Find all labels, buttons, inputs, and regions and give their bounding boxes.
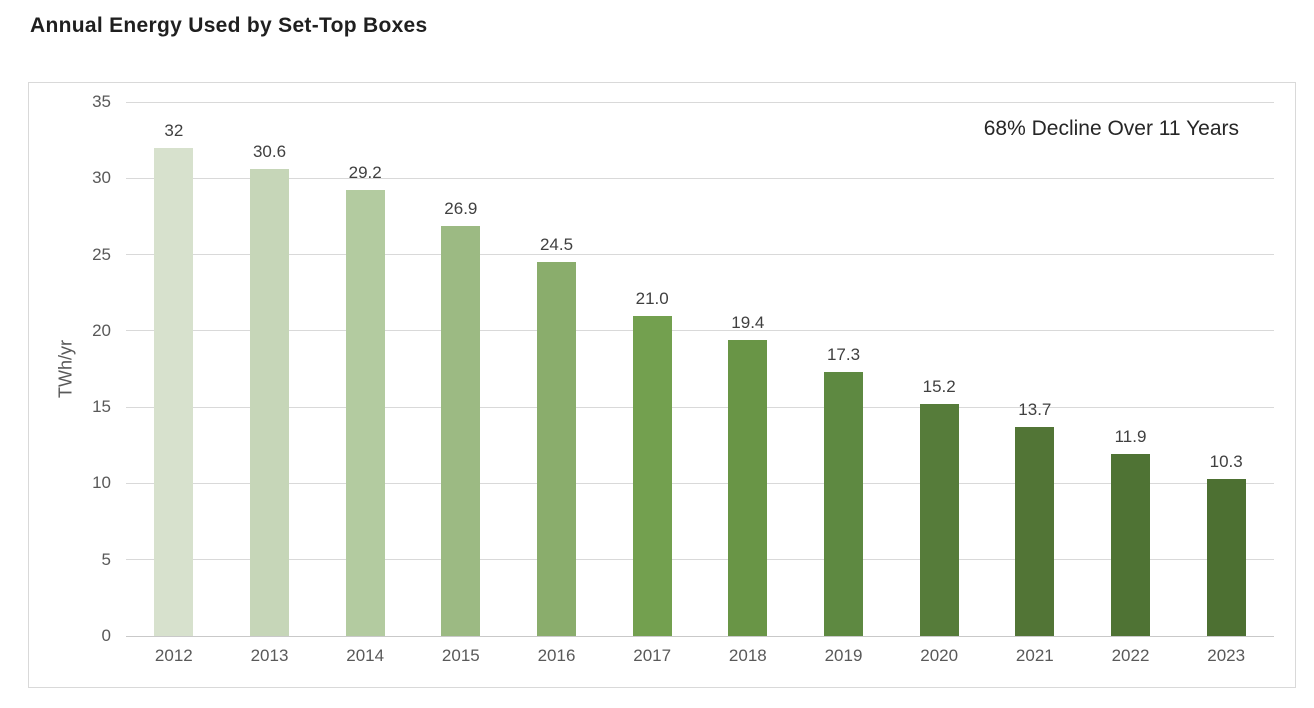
gridline xyxy=(126,559,1274,561)
bar-2016 xyxy=(537,262,576,636)
bar-2012 xyxy=(154,147,194,636)
bar-2021 xyxy=(1015,426,1055,636)
gridline xyxy=(126,406,1274,408)
x-axis-line xyxy=(126,635,1274,637)
x-tick-label: 2023 xyxy=(1207,646,1246,665)
gridline xyxy=(126,177,1274,179)
bar-2014 xyxy=(345,190,385,636)
bar-value-label: 30.6 xyxy=(252,142,287,162)
bar-2020 xyxy=(919,404,959,636)
x-tick-label: 2016 xyxy=(537,646,576,665)
bar-value-label: 19.4 xyxy=(731,313,765,332)
y-tick-label: 25 xyxy=(92,244,111,264)
annotation-text: 68% Decline Over 11 Years xyxy=(983,117,1239,140)
x-tick-label: 2012 xyxy=(154,646,193,665)
bar-2019 xyxy=(824,372,863,636)
bar-2017 xyxy=(632,315,672,636)
x-tick-label: 2020 xyxy=(920,646,959,665)
chart-title: Annual Energy Used by Set-Top Boxes xyxy=(30,14,428,37)
gridline xyxy=(126,101,1274,103)
x-tick-label: 2017 xyxy=(633,646,672,665)
gridline xyxy=(126,482,1274,484)
x-tick-label: 2019 xyxy=(824,646,863,665)
x-tick-label: 2021 xyxy=(1015,646,1054,665)
x-tick-label: 2015 xyxy=(441,646,480,665)
x-tick-label: 2022 xyxy=(1111,646,1150,665)
y-tick-label: 5 xyxy=(101,549,111,569)
y-tick-label: 30 xyxy=(92,168,111,188)
y-tick-label: 35 xyxy=(92,92,111,111)
plot-frame: TWh/yr 68% Decline Over 11 Years 35 30 25 2… xyxy=(28,82,1296,688)
bar-value-label: 17.3 xyxy=(826,345,861,365)
x-tick-label: 2018 xyxy=(728,646,767,665)
bar-value-label: 15.2 xyxy=(922,377,956,397)
bar-value-label: 29.2 xyxy=(348,163,382,183)
y-axis-title: TWh/yr xyxy=(55,340,76,398)
gridline xyxy=(126,254,1274,256)
bar-value-label: 10.3 xyxy=(1209,451,1243,471)
bar-2013 xyxy=(250,169,289,636)
y-tick-label: 0 xyxy=(101,626,111,645)
bar-value-label: 26.9 xyxy=(444,198,478,218)
x-tick-label: 2014 xyxy=(346,646,385,665)
y-tick-label: 15 xyxy=(92,397,111,417)
bar-value-label: 24.5 xyxy=(539,235,574,255)
bar-value-label: 11.9 xyxy=(1114,427,1147,447)
bar-value-label: 32 xyxy=(164,120,184,140)
y-tick-label: 10 xyxy=(92,473,111,493)
bar-value-label: 13.7 xyxy=(1018,399,1052,419)
bar-value-label: 21.0 xyxy=(635,288,669,308)
bar-2018 xyxy=(728,340,768,636)
x-tick-label: 2013 xyxy=(250,646,289,665)
bar-2015 xyxy=(441,225,481,636)
bar-2023 xyxy=(1206,478,1246,636)
gridline xyxy=(126,330,1274,332)
bar-2022 xyxy=(1111,454,1150,636)
y-tick-label: 20 xyxy=(92,320,111,340)
